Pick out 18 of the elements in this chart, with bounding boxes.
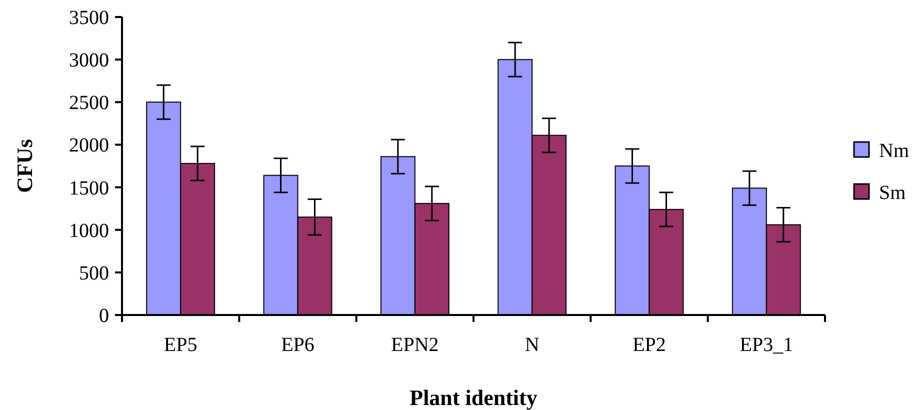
y-tick-label: 2000 — [69, 134, 109, 157]
x-tick-label: N — [524, 334, 540, 356]
y-tick-label: 3500 — [69, 7, 109, 29]
legend-label: Sm — [879, 182, 906, 204]
y-tick-label: 0 — [99, 305, 109, 327]
x-tick-label: EP3_1 — [740, 334, 794, 356]
y-tick-label: 500 — [79, 262, 109, 284]
x-tick-label: EP2 — [632, 334, 666, 356]
legend-label: Nm — [879, 140, 910, 162]
x-tick-label: EP5 — [164, 334, 198, 356]
x-tick-label: EPN2 — [391, 334, 439, 356]
y-tick-label: 1000 — [69, 220, 109, 242]
x-tick-label: EP6 — [281, 334, 314, 356]
x-axis-title: Plant identity — [410, 385, 538, 410]
y-tick-label: 1500 — [69, 177, 109, 200]
y-tick-label: 2500 — [69, 92, 109, 114]
y-axis-title: CFUs — [12, 138, 37, 193]
y-tick-label: 3000 — [69, 50, 109, 72]
